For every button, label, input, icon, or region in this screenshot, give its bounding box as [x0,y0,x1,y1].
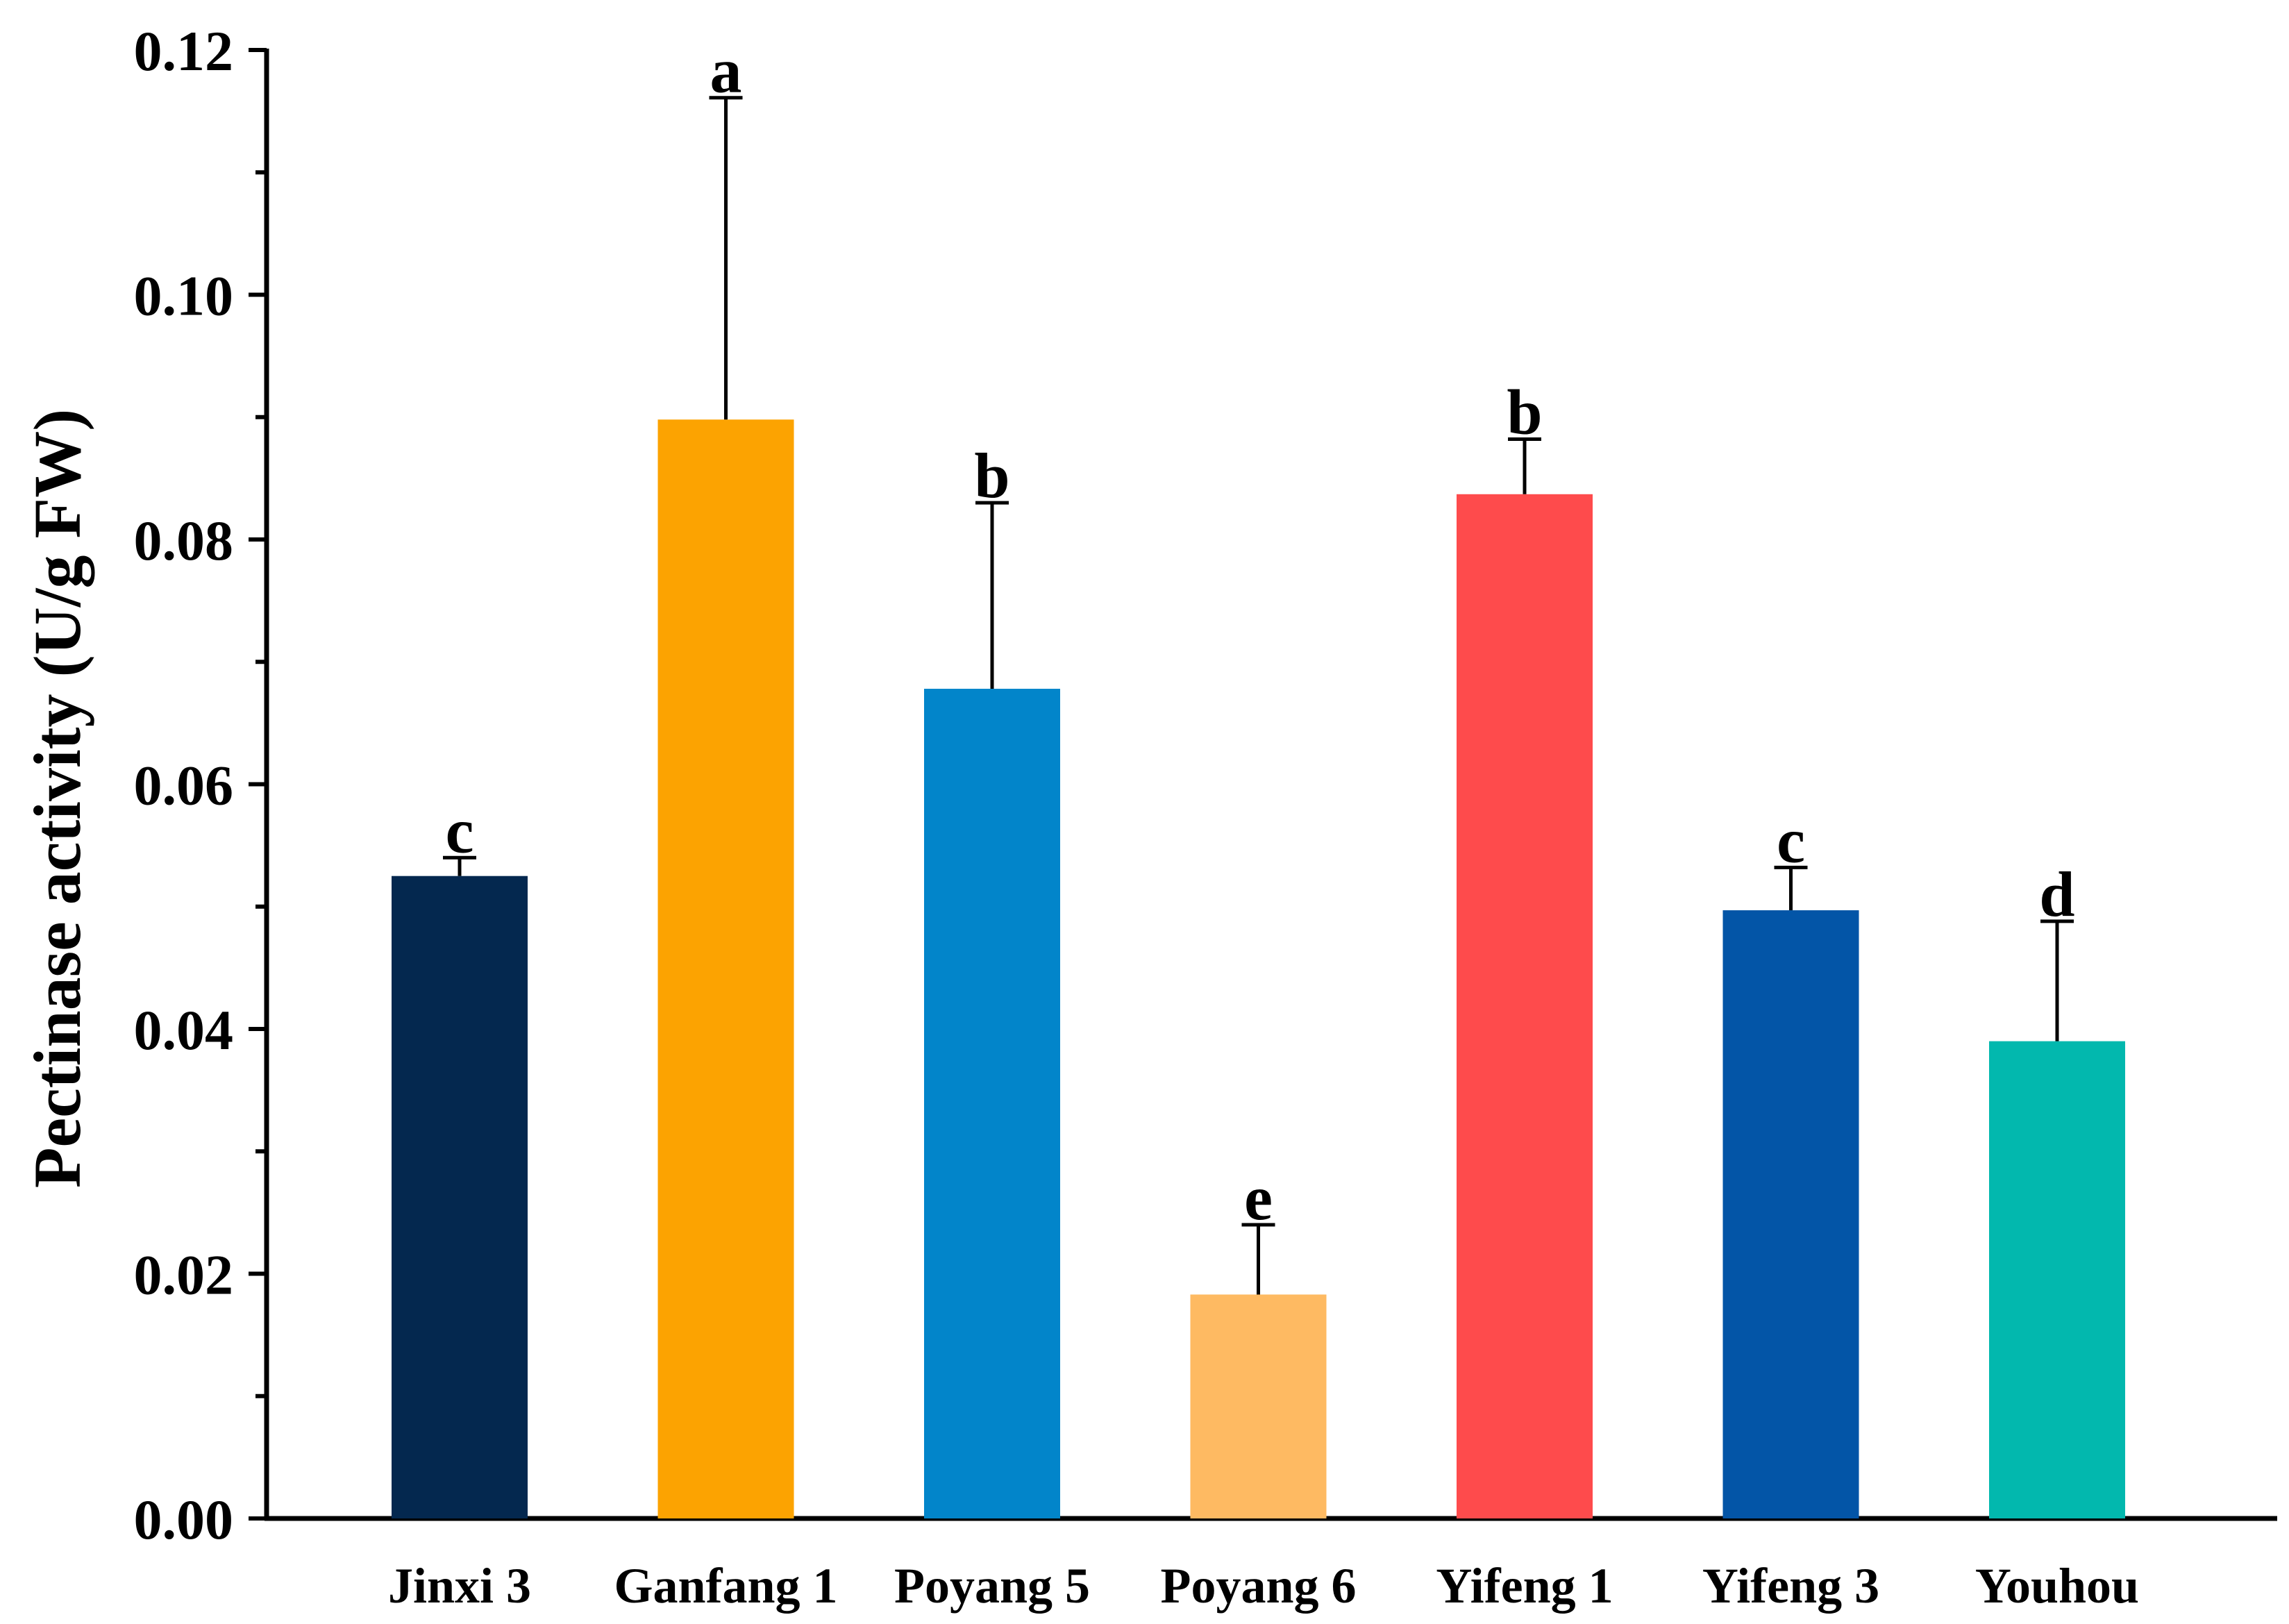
significance-letter: c [446,795,474,866]
y-tick-label: 0.12 [134,19,234,83]
bar [392,876,528,1518]
y-tick-labels: 0.00 0.02 0.04 0.06 0.08 0.10 0.12 [134,19,234,1551]
y-axis-label: Pectinase activity (U/g FW) [20,409,94,1188]
x-tick-label: Youhou [1975,1558,2139,1614]
bar [1989,1041,2125,1518]
significance-letter: e [1244,1162,1273,1233]
x-tick-label: Yifeng 1 [1436,1558,1613,1614]
y-tick-label: 0.10 [134,265,234,328]
significance-letters: c a b e b c d [446,35,2075,1233]
bar [657,419,794,1518]
significance-letter: b [974,440,1009,511]
x-tick-label: Poyang 5 [894,1558,1090,1614]
x-tick-label: Ganfang 1 [614,1558,837,1614]
bar [1722,910,1859,1518]
y-tick-label: 0.00 [134,1488,234,1551]
x-tick-label: Jinxi 3 [388,1558,531,1614]
significance-letter: d [2039,859,2074,930]
significance-letter: c [1777,805,1805,876]
significance-letter: b [1507,376,1542,447]
error-bars [443,96,2074,1295]
x-tick-labels: Jinxi 3 Ganfang 1 Poyang 5 Poyang 6 Yifeng 1… [388,1558,2139,1614]
bar [1190,1294,1327,1518]
bar [924,689,1060,1518]
y-tick-label: 0.08 [134,509,234,572]
y-tick-label: 0.04 [134,998,234,1062]
significance-letter: a [710,35,742,106]
y-tick-label: 0.02 [134,1244,234,1307]
x-tick-label: Poyang 6 [1160,1558,1356,1614]
bar [1457,494,1593,1518]
bars [392,419,2125,1518]
y-tick-label: 0.06 [134,754,234,817]
x-tick-label: Yifeng 3 [1702,1558,1879,1614]
